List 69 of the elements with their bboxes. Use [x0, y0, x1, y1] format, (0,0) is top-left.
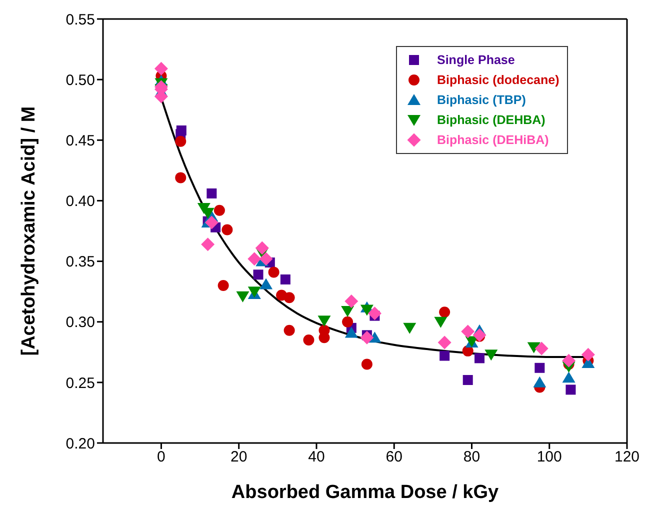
point — [439, 306, 450, 318]
point — [341, 306, 354, 317]
point — [253, 270, 264, 280]
x-tick-label: 100 — [536, 448, 562, 466]
y-tick-label: 0.50 — [66, 72, 95, 89]
point — [368, 306, 382, 320]
point — [303, 334, 314, 346]
point — [259, 252, 273, 266]
point — [342, 316, 354, 328]
point — [472, 328, 486, 342]
point — [255, 241, 269, 255]
point — [201, 238, 215, 252]
point — [361, 358, 372, 370]
x-tick-label: 40 — [308, 448, 325, 466]
point — [175, 136, 186, 147]
point — [360, 330, 374, 344]
x-tick-label: 60 — [386, 448, 402, 466]
x-axis-title: Absorbed Gamma Dose / kGy — [231, 482, 499, 503]
point — [533, 376, 546, 388]
legend-label: Single Phase — [437, 53, 515, 67]
point — [280, 274, 290, 284]
point — [284, 292, 295, 304]
y-tick-label: 0.40 — [66, 193, 95, 210]
y-tick-label: 0.45 — [66, 132, 95, 150]
point — [268, 266, 280, 278]
point — [434, 316, 448, 328]
point — [566, 384, 576, 395]
point — [214, 204, 225, 216]
point — [344, 326, 358, 338]
x-tick-label: 80 — [463, 448, 480, 466]
point — [154, 62, 168, 76]
point — [206, 188, 217, 198]
point — [222, 224, 233, 236]
point — [175, 172, 186, 184]
point — [438, 336, 452, 350]
legend-label: Biphasic (TBP) — [437, 93, 526, 107]
point — [176, 125, 186, 136]
x-tick-label: 120 — [614, 448, 640, 466]
point — [440, 350, 450, 361]
y-tick-label: 0.55 — [66, 11, 95, 28]
x-tick-label: 0 — [157, 448, 166, 466]
point — [403, 322, 416, 334]
point — [204, 216, 218, 230]
x-tick-label: 20 — [230, 448, 248, 466]
y-tick-label: 0.35 — [66, 254, 95, 271]
point — [534, 342, 548, 356]
point — [360, 304, 374, 316]
y-tick-label: 0.30 — [66, 314, 95, 332]
point — [318, 316, 331, 327]
y-axis-title: [Acetohydroxamic Acid] / M — [18, 106, 40, 356]
point — [236, 291, 250, 302]
point — [260, 278, 273, 290]
point — [248, 252, 262, 266]
point — [581, 348, 595, 362]
point — [462, 375, 473, 386]
point — [284, 324, 295, 336]
point — [562, 354, 576, 368]
legend-label: Biphasic (dodecane) — [437, 73, 560, 87]
point — [218, 280, 229, 292]
point — [484, 350, 498, 361]
legend-label: Biphasic (DEHiBA) — [437, 133, 549, 147]
y-tick-label: 0.25 — [66, 374, 95, 392]
point — [474, 353, 485, 364]
point — [562, 372, 576, 383]
point — [534, 362, 545, 373]
point — [461, 324, 475, 338]
point — [344, 294, 358, 308]
legend-label: Biphasic (DEHBA) — [437, 113, 546, 127]
y-tick-label: 0.20 — [66, 435, 95, 452]
